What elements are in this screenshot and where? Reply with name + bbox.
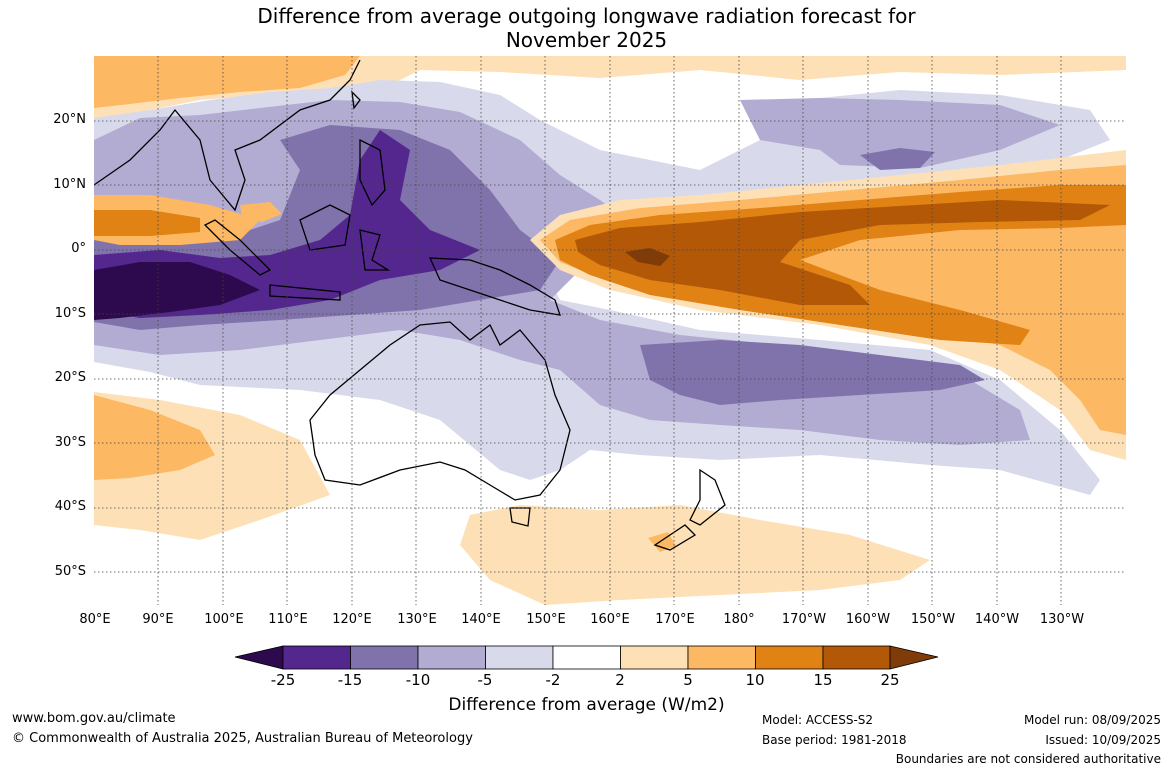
new-zealand-coast — [653, 468, 726, 551]
chart-title: Difference from average outgoing longwav… — [0, 4, 1173, 52]
lat-label: 30°S — [54, 435, 86, 450]
website-link[interactable]: www.bom.gov.au/climate — [12, 711, 176, 726]
north-pacific-negative-core — [860, 148, 935, 170]
colorbar-bin — [687, 645, 756, 670]
lat-label: 0° — [71, 241, 86, 256]
colorbar-tick: -2 — [545, 671, 561, 689]
lon-label: 90°E — [142, 612, 174, 627]
pacific-positive-extreme — [625, 248, 670, 266]
colorbar-bin — [552, 645, 621, 670]
boundary-disclaimer: Boundaries are not considered authoritat… — [895, 752, 1161, 766]
lon-label: 180° — [723, 612, 755, 627]
java-coast — [269, 284, 341, 301]
australia-coast — [309, 321, 571, 501]
lon-label: 170°W — [781, 612, 827, 627]
lat-label: 20°S — [54, 370, 86, 385]
lon-label: 110°E — [268, 612, 308, 627]
lat-label: 10°S — [54, 306, 86, 321]
tasman-positive-light — [460, 505, 930, 605]
issued-date: Issued: 10/09/2025 — [1045, 733, 1161, 747]
taiwan-coast — [351, 90, 361, 110]
colorbar-bin — [282, 645, 351, 670]
colorbar — [234, 645, 939, 670]
colorbar-bin — [417, 645, 486, 670]
colorbar-title: Difference from average (W/m2) — [448, 695, 725, 715]
lat-label: 10°N — [53, 177, 86, 192]
colorbar-low-extend — [234, 645, 284, 670]
lon-label: 150°E — [526, 612, 566, 627]
south-pacific-negative-strong — [640, 340, 985, 405]
colorbar-tick: -25 — [270, 671, 296, 689]
colorbar-tick: 2 — [615, 671, 625, 689]
asia-coast — [94, 59, 361, 212]
north-positive-core — [94, 56, 360, 108]
new-guinea-coast — [428, 257, 561, 316]
lon-label: 150°W — [910, 612, 956, 627]
colorbar-tick: 15 — [813, 671, 833, 689]
colorbar-bin — [822, 645, 891, 670]
model-run-date: Model run: 08/09/2025 — [1023, 713, 1161, 727]
lon-label: 170°E — [655, 612, 695, 627]
lon-label: 80°E — [79, 612, 111, 627]
lon-label: 160°E — [590, 612, 630, 627]
colorbar-tick: -15 — [337, 671, 363, 689]
copyright-text: © Commonwealth of Australia 2025, Austra… — [12, 731, 473, 746]
colorbar-tick: 5 — [683, 671, 693, 689]
title-line-1: Difference from average outgoing longwav… — [257, 4, 916, 28]
colorbar-tick: -5 — [477, 671, 493, 689]
lon-label: 120°E — [332, 612, 372, 627]
colorbar-bin — [620, 645, 689, 670]
model-name: Model: ACCESS-S2 — [762, 713, 874, 727]
anomaly-field — [94, 56, 1126, 605]
lon-label: 130°E — [397, 612, 437, 627]
lon-label: 160°W — [845, 612, 891, 627]
colorbar-tick: 25 — [880, 671, 900, 689]
colorbar-bin — [350, 645, 419, 670]
lon-label: 140°E — [461, 612, 501, 627]
colorbar-bin — [755, 645, 824, 670]
south-indian-positive-medium — [94, 395, 215, 480]
indian-positive-core — [94, 210, 200, 236]
lat-label: 50°S — [54, 564, 86, 579]
colorbar-tick: -10 — [405, 671, 431, 689]
lon-label: 130°W — [1039, 612, 1085, 627]
sumatra-coast — [203, 219, 272, 276]
colorbar-bin — [485, 645, 554, 670]
graticule — [94, 56, 1126, 605]
colorbar-tick: 10 — [745, 671, 765, 689]
lat-label: 40°S — [54, 499, 86, 514]
lon-label: 140°W — [974, 612, 1020, 627]
title-line-2: November 2025 — [505, 28, 668, 52]
base-period: Base period: 1981-2018 — [762, 733, 907, 747]
pacific-positive-core — [575, 200, 1110, 305]
sulawesi-coast — [359, 229, 391, 271]
indian-ocean-negative-extreme — [94, 262, 260, 320]
borneo-coast — [299, 204, 351, 251]
north-pacific-negative — [740, 98, 1060, 168]
colorbar-high-extend — [889, 645, 939, 670]
bay-positive-spot — [240, 202, 282, 222]
lon-label: 100°E — [204, 612, 244, 627]
philippines-coast — [359, 138, 386, 207]
nz-positive-spot — [648, 532, 676, 552]
lat-label: 20°N — [53, 112, 86, 127]
